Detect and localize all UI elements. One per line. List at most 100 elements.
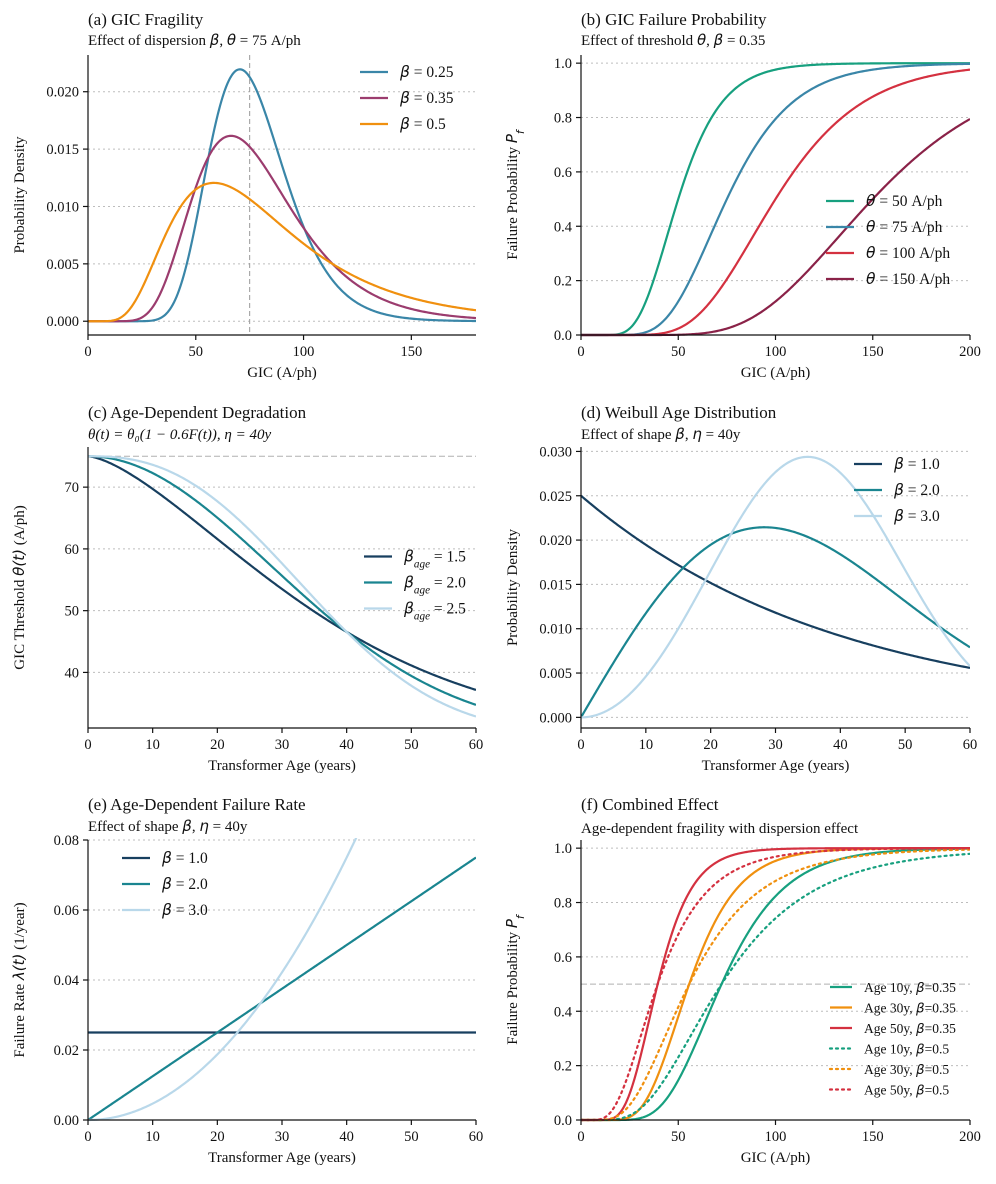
y-tick-label: 0.06 — [54, 903, 79, 919]
panel-e: (e) Age-Dependent Failure Rate Effect of … — [10, 795, 483, 1166]
x-tick-label: 20 — [210, 1129, 225, 1145]
y-tick-label: 1.0 — [554, 56, 572, 72]
panel-subtitle: Effect of shape β, η = 40y — [581, 425, 741, 443]
x-tick-label: 200 — [959, 344, 981, 360]
legend: θ = 50 A/ph θ = 75 A/ph θ = 100 A/ph θ = 15… — [826, 192, 950, 288]
panel-title: (c) Age-Dependent Degradation — [88, 403, 307, 422]
legend-label: β = 1.0 — [161, 849, 208, 867]
legend: Age 10y, β=0.35 Age 30y, β=0.35 Age 50y, β… — [828, 980, 956, 1099]
series-line — [581, 62, 970, 337]
legend: β = 1.0 β = 2.0 β = 3.0 — [854, 455, 940, 525]
series-line — [581, 526, 970, 718]
y-tick-label: 0.4 — [554, 1004, 573, 1020]
panel-b: (b) GIC Failure Probability Effect of thr… — [503, 10, 981, 381]
x-axis-label: GIC (A/ph) — [741, 1150, 811, 1166]
legend-label: β = 3.0 — [161, 901, 208, 919]
x-tick-label: 0 — [84, 737, 91, 753]
series-line — [581, 847, 970, 1122]
series-line — [581, 847, 970, 1122]
x-tick-label: 40 — [339, 737, 354, 753]
x-tick-label: 200 — [959, 1129, 981, 1145]
y-tick-label: 0.4 — [554, 219, 573, 235]
x-tick-label: 100 — [765, 1129, 787, 1145]
x-tick-label: 0 — [577, 344, 584, 360]
y-tick-label: 60 — [65, 542, 80, 558]
x-tick-label: 50 — [189, 344, 204, 360]
panel-subtitle: Effect of dispersion β, θ = 75 A/ph — [88, 31, 301, 49]
x-tick-label: 40 — [339, 1129, 354, 1145]
x-tick-label: 100 — [765, 344, 787, 360]
x-axis-label: GIC (A/ph) — [741, 365, 811, 381]
legend-label: θ = 150 A/ph — [866, 270, 950, 288]
x-tick-label: 60 — [963, 737, 978, 753]
panel-c: (c) Age-Dependent Degradation θ(t) = θ₀(1… — [10, 403, 483, 774]
panel-subtitle: Effect of threshold θ, β = 0.35 — [581, 31, 765, 49]
x-tick-label: 20 — [210, 737, 225, 753]
y-tick-label: 0.2 — [554, 1059, 572, 1075]
legend-label: Age 50y, β=0.5 — [864, 1083, 949, 1099]
y-tick-label: 0.005 — [539, 666, 572, 682]
y-tick-label: 50 — [65, 604, 80, 620]
x-tick-label: 30 — [275, 737, 290, 753]
y-axis-label: Failure Rate λ(t) (1/year) — [10, 902, 28, 1057]
x-tick-label: 50 — [404, 737, 419, 753]
y-tick-label: 0.0 — [554, 1113, 572, 1129]
series-line — [581, 455, 970, 719]
legend-label: Age 50y, β=0.35 — [864, 1021, 956, 1037]
x-tick-label: 0 — [577, 737, 584, 753]
x-tick-label: 10 — [145, 737, 160, 753]
legend-label: Age 10y, β=0.35 — [864, 980, 956, 996]
legend-label: β = 0.25 — [399, 63, 454, 81]
panel-title: (a) GIC Fragility — [88, 10, 204, 29]
panel-title: (b) GIC Failure Probability — [581, 10, 767, 29]
y-tick-label: 0.005 — [46, 257, 79, 273]
x-tick-label: 50 — [404, 1129, 419, 1145]
y-tick-label: 70 — [65, 480, 80, 496]
legend: β = 1.0 β = 2.0 β = 3.0 — [122, 849, 208, 919]
x-axis-label: Transformer Age (years) — [208, 758, 356, 774]
x-tick-label: 0 — [84, 1129, 91, 1145]
y-tick-label: 0.020 — [539, 533, 572, 549]
legend-label: β = 0.5 — [399, 115, 446, 133]
legend-label: βage = 2.0 — [403, 574, 466, 597]
panel-f: (f) Combined Effect Age-dependent fragili… — [503, 795, 981, 1166]
y-tick-label: 0.000 — [46, 314, 79, 330]
y-tick-label: 0.6 — [554, 950, 572, 966]
y-axis-label: GIC Threshold θ(t) (A/ph) — [10, 505, 28, 669]
panel-subtitle: Effect of shape β, η = 40y — [88, 817, 248, 835]
y-tick-label: 1.0 — [554, 841, 572, 857]
x-tick-label: 50 — [898, 737, 913, 753]
y-tick-label: 0.010 — [539, 622, 572, 638]
legend-label: β = 2.0 — [893, 481, 940, 499]
series-line — [581, 494, 970, 669]
legend-label: θ = 100 A/ph — [866, 244, 950, 262]
y-tick-label: 0.015 — [46, 142, 79, 158]
y-tick-label: 0.00 — [54, 1113, 79, 1129]
y-tick-label: 0.020 — [46, 85, 79, 101]
legend-label: θ = 75 A/ph — [866, 218, 943, 236]
legend: β = 0.25 β = 0.35 β = 0.5 — [360, 63, 454, 133]
panel-a: (a) GIC Fragility Effect of dispersion β,… — [12, 10, 476, 381]
legend-label: β = 3.0 — [893, 507, 940, 525]
y-tick-label: 0.000 — [539, 710, 572, 726]
y-tick-label: 0.8 — [554, 896, 572, 912]
y-tick-label: 0.02 — [54, 1043, 79, 1059]
y-tick-label: 0.8 — [554, 111, 572, 127]
y-axis-label: Probability Density — [12, 136, 28, 254]
x-tick-label: 150 — [862, 344, 884, 360]
y-tick-label: 0.2 — [554, 274, 572, 290]
x-tick-label: 30 — [275, 1129, 290, 1145]
legend-label: Age 30y, β=0.35 — [864, 1001, 956, 1017]
legend-label: Age 30y, β=0.5 — [864, 1062, 949, 1078]
x-tick-label: 50 — [671, 1129, 686, 1145]
x-tick-label: 40 — [833, 737, 848, 753]
x-tick-label: 10 — [639, 737, 654, 753]
legend-label: β = 1.0 — [893, 455, 940, 473]
x-tick-label: 10 — [145, 1129, 160, 1145]
panel-subtitle: Age-dependent fragility with dispersion … — [581, 821, 859, 837]
series-line — [88, 455, 476, 706]
x-tick-label: 0 — [84, 344, 91, 360]
panel-title: (d) Weibull Age Distribution — [581, 403, 777, 422]
legend-label: β = 0.35 — [399, 89, 454, 107]
